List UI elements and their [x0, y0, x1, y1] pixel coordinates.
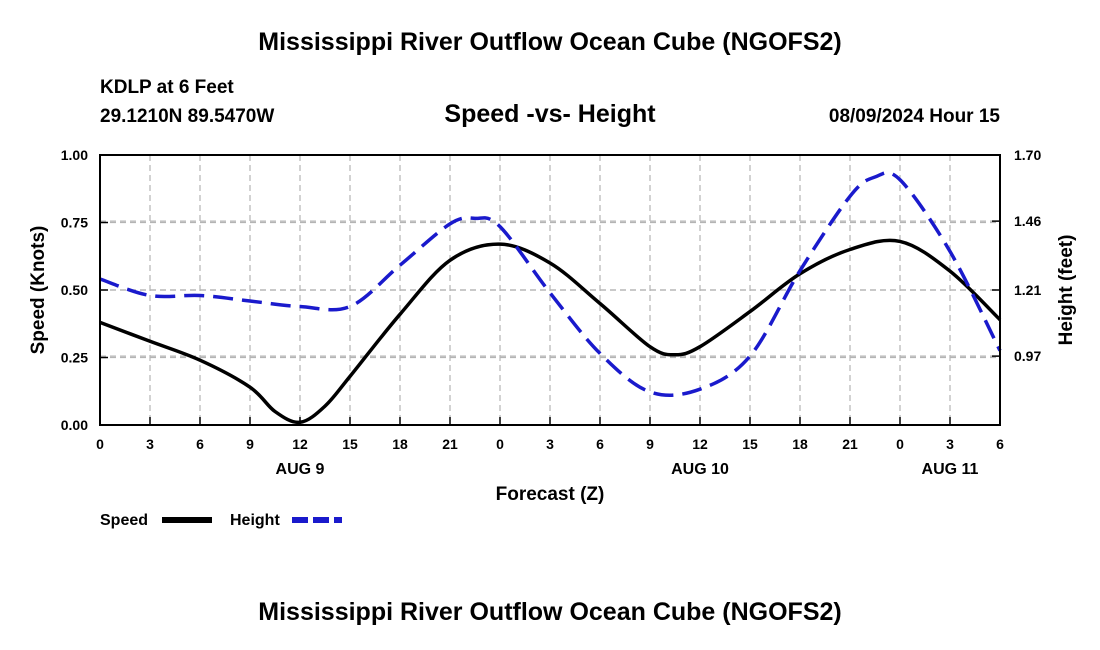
y-tick-label: 1.00	[61, 147, 88, 163]
forecast-datetime: 08/09/2024 Hour 15	[828, 106, 1000, 127]
x-tick-label: 3	[946, 436, 954, 452]
x-tick-label: 0	[896, 436, 904, 452]
x-tick-label: 0	[96, 436, 104, 452]
main-title: Mississippi River Outflow Ocean Cube (NG…	[258, 28, 842, 56]
x-tick-label: 21	[442, 436, 458, 452]
y-axis-title: Speed (Knots)	[28, 226, 49, 355]
legend-speed-label: Speed	[100, 512, 148, 529]
x-axis-title: Forecast (Z)	[496, 484, 605, 505]
legend: Speed Height	[100, 512, 342, 529]
x-tick-label: 18	[792, 436, 808, 452]
series-line-speed	[99, 238, 1002, 425]
footer-title: Mississippi River Outflow Ocean Cube (NG…	[258, 598, 842, 626]
legend-height-label: Height	[230, 512, 280, 529]
date-label: AUG 9	[276, 461, 325, 478]
y2-tick-label: 1.70	[1014, 147, 1041, 163]
date-label: AUG 11	[922, 461, 979, 478]
series-layer	[99, 170, 1002, 425]
x-tick-label: 6	[596, 436, 604, 452]
y-tick-label: 0.00	[61, 417, 88, 433]
station-coordinates: 29.1210N 89.5470W	[100, 106, 275, 127]
x-tick-label: 3	[146, 436, 154, 452]
y-tick-label: 0.75	[61, 215, 88, 231]
y2-tick-label: 1.46	[1014, 213, 1041, 229]
station-label: KDLP at 6 Feet	[100, 77, 234, 98]
x-tick-label: 9	[646, 436, 654, 452]
y2-axis-title: Height (feet)	[1056, 235, 1077, 346]
x-tick-label: 18	[392, 436, 408, 452]
y2-tick-label: 1.21	[1014, 282, 1041, 298]
x-tick-label: 12	[692, 436, 708, 452]
series-line-height	[99, 170, 1002, 398]
chart-subtitle: Speed -vs- Height	[444, 100, 656, 128]
y-tick-label: 0.50	[61, 282, 88, 298]
y2-tick-label: 0.97	[1014, 348, 1041, 364]
x-tick-label: 3	[546, 436, 554, 452]
x-tick-label: 15	[742, 436, 758, 452]
x-tick-label: 0	[496, 436, 504, 452]
x-tick-label: 15	[342, 436, 358, 452]
axis-layer: 0 3 6 9 12 15 18 21 0 3 6 9 12 15 18 21 0 3 6 AUG 9 AUG 10 AU…	[61, 147, 1042, 478]
x-tick-label: 12	[292, 436, 308, 452]
x-tick-label: 6	[196, 436, 204, 452]
x-tick-label: 21	[842, 436, 858, 452]
x-tick-label: 6	[996, 436, 1004, 452]
y-tick-label: 0.25	[61, 350, 88, 366]
date-label: AUG 10	[671, 461, 729, 478]
grid-layer	[100, 155, 1000, 425]
x-tick-label: 9	[246, 436, 254, 452]
